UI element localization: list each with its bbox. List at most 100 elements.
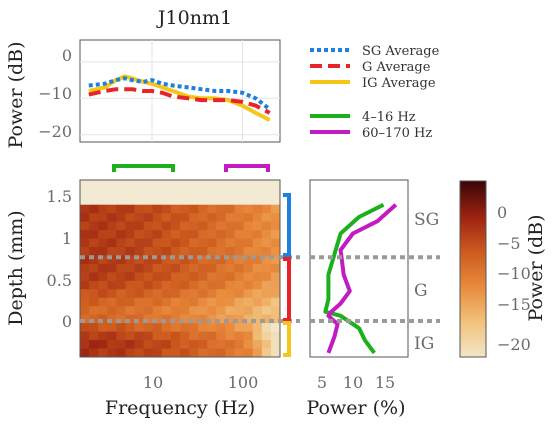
heatmap-cell	[252, 272, 263, 282]
heatmap-cell	[161, 340, 172, 349]
heatmap-cell	[225, 289, 235, 299]
heatmap-cell	[261, 204, 272, 214]
heatmap-cell	[216, 306, 226, 316]
heatmap-cell	[270, 314, 281, 324]
heatmap-cell	[161, 221, 172, 231]
heatmap-cell	[207, 204, 217, 214]
heatmap-cell	[89, 272, 99, 282]
top-grid	[80, 40, 280, 142]
heatmap-cell	[252, 263, 263, 273]
heatmap-cell	[107, 204, 117, 214]
heatmap-cell	[270, 272, 281, 282]
heatmap-cell	[98, 230, 108, 239]
heatmap-cell	[116, 255, 126, 265]
heatmap-cell	[234, 297, 245, 307]
heatmap-cell	[170, 255, 181, 265]
heatmap-cell	[198, 221, 208, 231]
heatmap-cell	[216, 331, 226, 341]
heatmap-cell	[198, 238, 208, 248]
heatmap-cell	[216, 255, 226, 265]
heatmap-cell	[98, 348, 108, 358]
heatmap-ytick-1-5: 1.5	[47, 187, 72, 206]
heatmap-cell	[180, 263, 190, 273]
colorbar-tick-minus5: −5	[497, 234, 521, 253]
heatmap-cell	[152, 263, 163, 273]
heatmap-cell	[270, 221, 281, 231]
heatmap-ylabel: Depth (mm)	[5, 210, 27, 325]
heatmap-cell	[198, 280, 208, 290]
heatmap-cell	[261, 348, 272, 358]
heatmap-cell	[161, 323, 172, 333]
heatmap-cell	[270, 331, 281, 341]
heatmap-cell	[216, 348, 226, 358]
heatmap-cell	[270, 340, 281, 349]
heatmap-cell	[207, 230, 217, 239]
heatmap-cell	[207, 255, 217, 265]
legend-label-high-band: 60–170 Hz	[362, 126, 432, 141]
heatmap-cell	[207, 213, 217, 223]
heatmap-cell	[189, 263, 199, 273]
heatmap-cell	[225, 348, 235, 358]
heatmap-cell	[89, 323, 99, 333]
heatmap-cell	[180, 204, 190, 214]
heatmap-cell	[207, 247, 217, 256]
heatmap-cell	[143, 331, 154, 341]
heatmap-cell	[180, 238, 190, 248]
heatmap-cell	[152, 323, 163, 333]
heatmap-cell	[261, 247, 272, 256]
heatmap-cell	[161, 230, 172, 239]
heatmap-cell	[252, 323, 263, 333]
heatmap-cell	[252, 340, 263, 349]
heatmap-cell	[134, 289, 145, 299]
heatmap-cell	[170, 247, 181, 256]
heatmap-cell	[80, 306, 90, 316]
heatmap-cell	[216, 230, 226, 239]
heatmap-cell	[134, 331, 145, 341]
heatmap-cell	[189, 255, 199, 265]
heatmap-cell	[225, 306, 235, 316]
heatmap-cell	[234, 221, 245, 231]
heatmap-cell	[243, 306, 254, 316]
heatmap-cell	[225, 238, 235, 248]
heatmap-cell	[80, 221, 90, 231]
heatmap-cell	[189, 297, 199, 307]
heatmap-cell	[261, 221, 272, 231]
heatmap-cell	[207, 272, 217, 282]
heatmap-cell	[261, 213, 272, 223]
figure-title: J10nm1	[156, 7, 232, 29]
heatmap-cell	[125, 289, 135, 299]
heatmap-cell	[225, 221, 235, 231]
heatmap-cell	[216, 263, 226, 273]
heatmap-cell	[261, 272, 272, 282]
heatmap-cell	[243, 221, 254, 231]
heatmap-cell	[261, 255, 272, 265]
heatmap-cell	[261, 306, 272, 316]
heatmap-cell	[134, 297, 145, 307]
heatmap-cell	[207, 297, 217, 307]
heatmap-cell	[180, 255, 190, 265]
depth-heatmap-chart: 0 0.5 1 1.5 10 100 Frequency (Hz) Depth …	[5, 164, 300, 419]
heatmap-cell	[116, 238, 126, 248]
heatmap-cell	[125, 255, 135, 265]
heatmap-cell	[143, 348, 154, 358]
heatmap-cell	[98, 272, 108, 282]
heatmap-cell	[170, 314, 181, 324]
heatmap-cell	[198, 263, 208, 273]
heatmap-cell	[198, 323, 208, 333]
heatmap-cell	[89, 280, 99, 290]
layer-label-sg: SG	[414, 210, 439, 230]
heatmap-cell	[180, 306, 190, 316]
heatmap-cell	[161, 238, 172, 248]
heatmap-cell	[107, 213, 117, 223]
heatmap-cell	[180, 230, 190, 239]
heatmap-cell	[134, 263, 145, 273]
heatmap-cell	[252, 204, 263, 214]
heatmap-ytick-0: 0	[62, 312, 72, 331]
heatmap-cell	[170, 331, 181, 341]
heatmap-cell	[170, 263, 181, 273]
heatmap-cell	[89, 255, 99, 265]
heatmap-cell	[98, 297, 108, 307]
heatmap-cell	[170, 230, 181, 239]
heatmap-cell	[89, 221, 99, 231]
heatmap-cell	[234, 323, 245, 333]
